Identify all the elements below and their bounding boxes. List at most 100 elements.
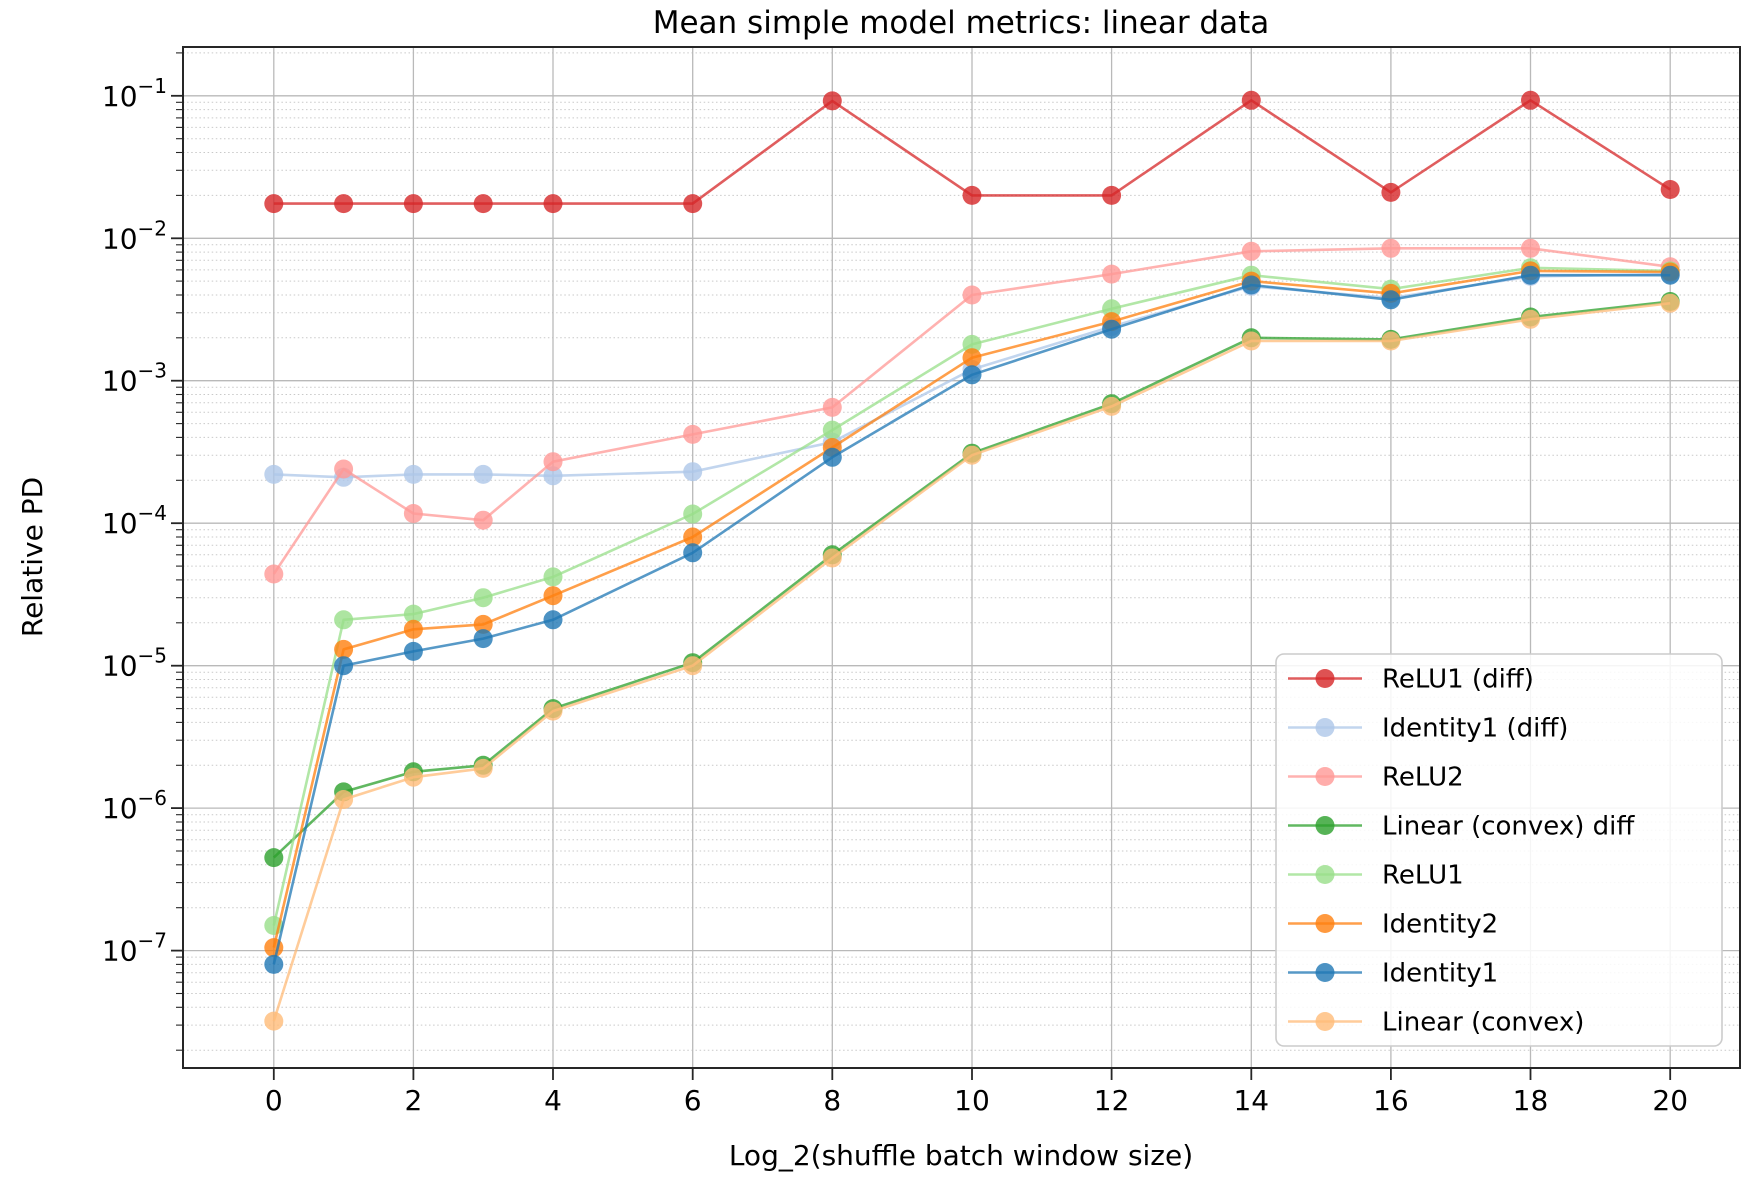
legend-entry-linear-convex-diff: Linear (convex) diff [1288,812,1635,842]
data-point-linear-convex-x0 [264,1011,284,1031]
data-point-identity2-x10 [962,348,982,368]
data-point-linear-convex-x18 [1521,309,1540,329]
x-tick-label: 8 [823,1084,841,1117]
axis-layer: 10−1 10−2 10−3 10−4 10−5 10−6 10−7 0 2 4 6 8 10 12 14 1… [102,46,1741,1117]
data-point-identity1-x6 [683,543,703,563]
data-point-relu2-x0 [264,564,284,584]
legend-entry-identity2: Identity2 [1288,910,1498,940]
data-point-identity1-x10 [962,365,982,385]
data-point-identity1-x12 [1102,319,1122,339]
x-tick-label: 4 [544,1084,562,1117]
data-point-relu1-x2 [403,604,423,624]
legend-marker-relu2 [1315,767,1335,786]
data-point-relu2-x6 [683,424,703,444]
legend-label-relu2: ReLU2 [1382,763,1464,793]
legend-label-identity1-diff: Identity1 (diff) [1382,714,1568,744]
data-point-relu2-x8 [822,397,842,417]
data-point-relu1-diff-x16 [1381,182,1401,202]
legend-marker-identity1 [1315,963,1335,982]
data-point-relu2-x12 [1102,264,1122,284]
legend-marker-identity1-diff [1315,718,1335,737]
legend-marker-relu1-diff [1315,669,1335,688]
legend-marker-relu1 [1315,865,1335,884]
legend-entry-relu2: ReLU2 [1288,763,1464,793]
data-point-identity1-diff-x3 [473,464,493,484]
x-axis-label: Log_2(shuffle batch window size) [729,1139,1193,1172]
legend-entry-identity1: Identity1 [1288,959,1498,989]
data-point-relu1-diff-x4 [543,194,563,214]
y-axis-label: Relative PD [16,477,49,637]
data-point-linear-convex-x8 [822,548,842,568]
data-point-relu2-x14 [1241,241,1261,261]
data-point-relu1-x4 [543,567,563,587]
data-point-relu1-diff-x1 [334,194,354,214]
data-point-linear-convex-x14 [1241,331,1261,351]
data-point-relu1-diff-x14 [1241,90,1261,110]
y-tick-label: 10−7 [102,929,167,968]
data-point-relu1-x1 [334,610,354,630]
data-point-linear-convex-x1 [334,790,354,809]
x-tick-label: 18 [1513,1084,1549,1117]
data-point-identity2-x2 [403,619,423,639]
data-point-linear-convex-x3 [473,758,493,778]
data-point-identity1-x14 [1241,275,1261,295]
y-tick-label: 10−4 [102,501,167,540]
data-point-linear-convex-x16 [1381,331,1401,351]
series-linear-convex [264,293,1680,1031]
y-tick-label: 10−5 [102,644,167,683]
y-tick-label: 10−3 [102,359,167,398]
legend-entry-linear-convex: Linear (convex) [1288,1008,1584,1038]
data-point-relu1-diff-x8 [822,91,842,111]
data-point-relu2-x3 [473,510,493,530]
data-point-linear-convex-x4 [543,701,563,721]
x-tick-label: 20 [1652,1084,1688,1117]
series-relu1-diff [264,90,1680,214]
legend-entry-relu1-diff: ReLU1 (diff) [1288,665,1534,695]
data-point-linear-convex-diff-x0 [264,848,284,868]
series-identity1 [264,265,1680,974]
data-point-identity1-x4 [543,610,563,630]
legend-marker-linear-convex-diff [1315,816,1335,835]
data-point-identity1-x18 [1521,265,1540,285]
legend-label-linear-convex-diff: Linear (convex) diff [1382,812,1635,842]
x-tick-label: 2 [404,1084,422,1117]
data-point-linear-convex-x20 [1660,293,1680,313]
y-tick-label: 10−2 [102,216,167,255]
data-point-relu2-x1 [334,459,354,479]
data-point-relu1-diff-x12 [1102,185,1122,205]
legend-label-identity1: Identity1 [1382,959,1498,989]
legend-label-relu1: ReLU1 [1382,861,1464,891]
data-point-relu1-x3 [473,588,493,608]
chart-title: Mean simple model metrics: linear data [653,5,1270,41]
legend-entry-relu1: ReLU1 [1288,861,1464,891]
legend: ReLU1 (diff) Identity1 (diff) ReLU2 Linear … [1275,653,1723,1047]
series-relu2 [264,238,1680,584]
legend-label-linear-convex: Linear (convex) [1382,1008,1584,1038]
x-tick-label: 10 [954,1084,990,1117]
grid-layer [183,47,1740,1068]
legend-label-relu1-diff: ReLU1 (diff) [1382,665,1534,695]
data-point-identity1-x3 [473,629,493,649]
data-point-linear-convex-x6 [683,656,703,676]
data-point-relu2-x2 [403,504,423,523]
data-point-relu1-diff-x18 [1521,90,1540,110]
data-point-identity1-x2 [403,641,423,661]
x-tick-label: 14 [1233,1084,1269,1117]
data-point-linear-convex-x2 [403,767,423,787]
x-tick-label: 0 [265,1084,283,1117]
data-point-identity1-x0 [264,954,284,974]
data-point-identity1-diff-x0 [264,464,284,484]
data-point-identity1-diff-x2 [403,464,423,484]
data-point-identity1-x16 [1381,290,1401,310]
data-point-relu1-diff-x3 [473,194,493,214]
data-point-relu2-x4 [543,452,563,472]
data-point-identity1-diff-x6 [683,462,703,482]
data-point-identity1-x1 [334,656,354,676]
data-point-identity2-x1 [334,639,354,659]
legend-marker-linear-convex [1315,1012,1335,1031]
legend-box [1275,653,1723,1047]
x-tick-label: 16 [1373,1084,1409,1117]
legend-marker-identity2 [1315,914,1335,933]
